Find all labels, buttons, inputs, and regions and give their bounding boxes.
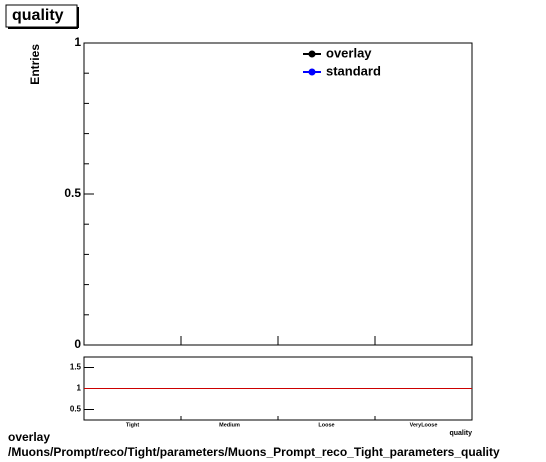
x-tick-label: VeryLoose [410, 422, 438, 428]
footer-line: /Muons/Prompt/reco/Tight/parameters/Muon… [8, 445, 500, 459]
legend-marker [308, 50, 316, 58]
y-tick-label: 0.5 [64, 186, 81, 200]
x-tick-label: Loose [318, 422, 334, 428]
x-tick-label: Tight [126, 422, 140, 428]
footer-line: overlay [8, 430, 50, 444]
chart-title: quality [12, 7, 64, 24]
y-tick-label: 0 [74, 337, 81, 351]
y-tick-label: 0.5 [70, 405, 82, 414]
y-tick-label: 1 [74, 35, 81, 49]
legend-marker [308, 68, 316, 76]
y-axis-label: Entries [28, 44, 42, 85]
legend-label: overlay [326, 45, 372, 60]
x-axis-label: quality [449, 430, 472, 437]
y-tick-label: 1 [77, 384, 82, 393]
x-tick-label: Medium [219, 422, 240, 428]
legend-label: standard [326, 63, 381, 78]
y-tick-label: 1.5 [70, 363, 82, 372]
